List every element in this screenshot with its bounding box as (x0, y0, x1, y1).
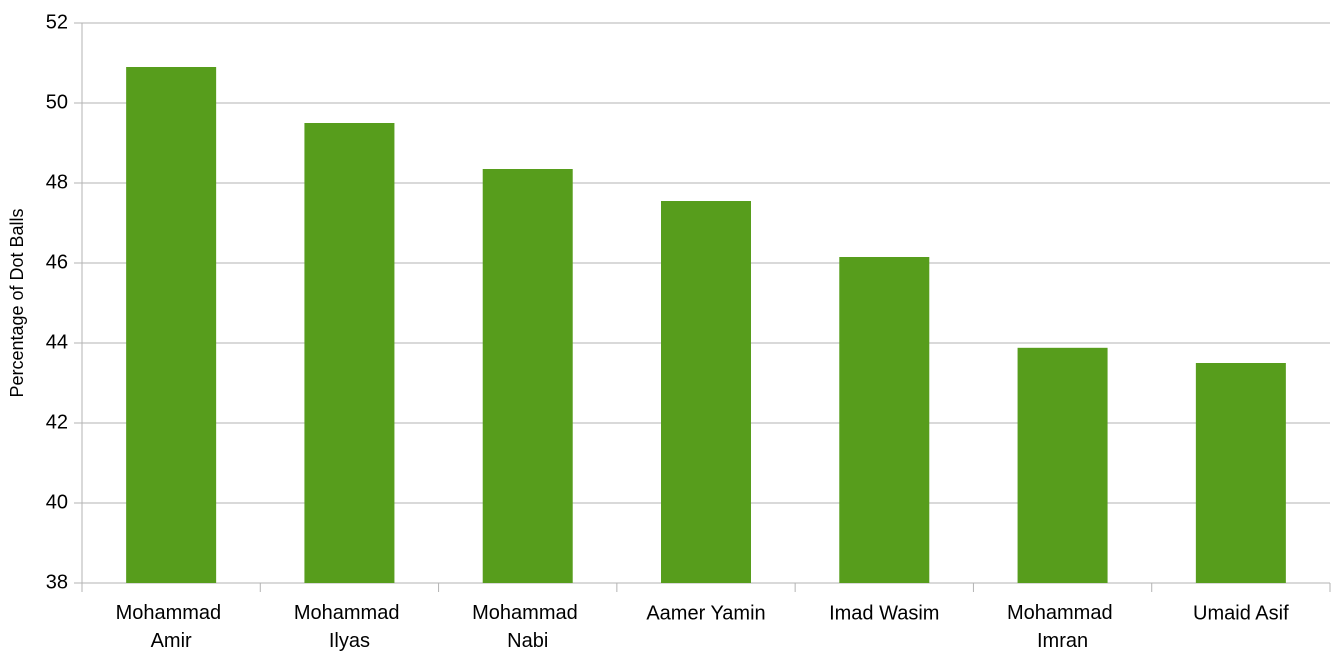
bar (126, 67, 217, 583)
x-tick-label: Mohammad Imran (1007, 602, 1118, 652)
bar (1195, 363, 1286, 583)
x-tick-label-line: Mohammad (294, 602, 405, 624)
y-tick-label: 44 (46, 331, 68, 353)
y-tick-label: 38 (46, 571, 68, 593)
y-tick-label: 40 (46, 491, 68, 513)
x-tick-label: Imad Wasim (829, 602, 939, 624)
x-tick-label: Mohammad Ilyas (294, 602, 405, 652)
y-tick-label: 46 (46, 251, 68, 273)
x-tick-label-line: Nabi (507, 630, 548, 652)
x-tick-label-line: Imran (1037, 630, 1088, 652)
bar (661, 201, 751, 583)
x-tick-label: Mohammad Amir (116, 602, 227, 652)
bar (482, 169, 573, 583)
bar (839, 257, 930, 583)
x-tick-label-line: Amir (151, 630, 192, 652)
y-tick-label: 48 (46, 171, 68, 193)
x-tick-label-line: Mohammad (1007, 602, 1118, 624)
y-tick-label: 42 (46, 411, 68, 433)
y-tick-label: 52 (46, 11, 68, 33)
x-tick-label: Aamer Yamin (646, 602, 765, 624)
x-tick-label-line: Mohammad (472, 602, 583, 624)
x-tick-label: Mohammad Nabi (472, 602, 583, 652)
x-tick-label-line: Ilyas (329, 630, 370, 652)
y-tick-label: 50 (46, 91, 68, 113)
x-tick-label-line: Mohammad (116, 602, 227, 624)
x-tick-label: Umaid Asif (1193, 602, 1289, 624)
bar (1017, 347, 1108, 583)
y-axis-label: Percentage of Dot Balls (7, 208, 27, 397)
bar (304, 123, 395, 583)
